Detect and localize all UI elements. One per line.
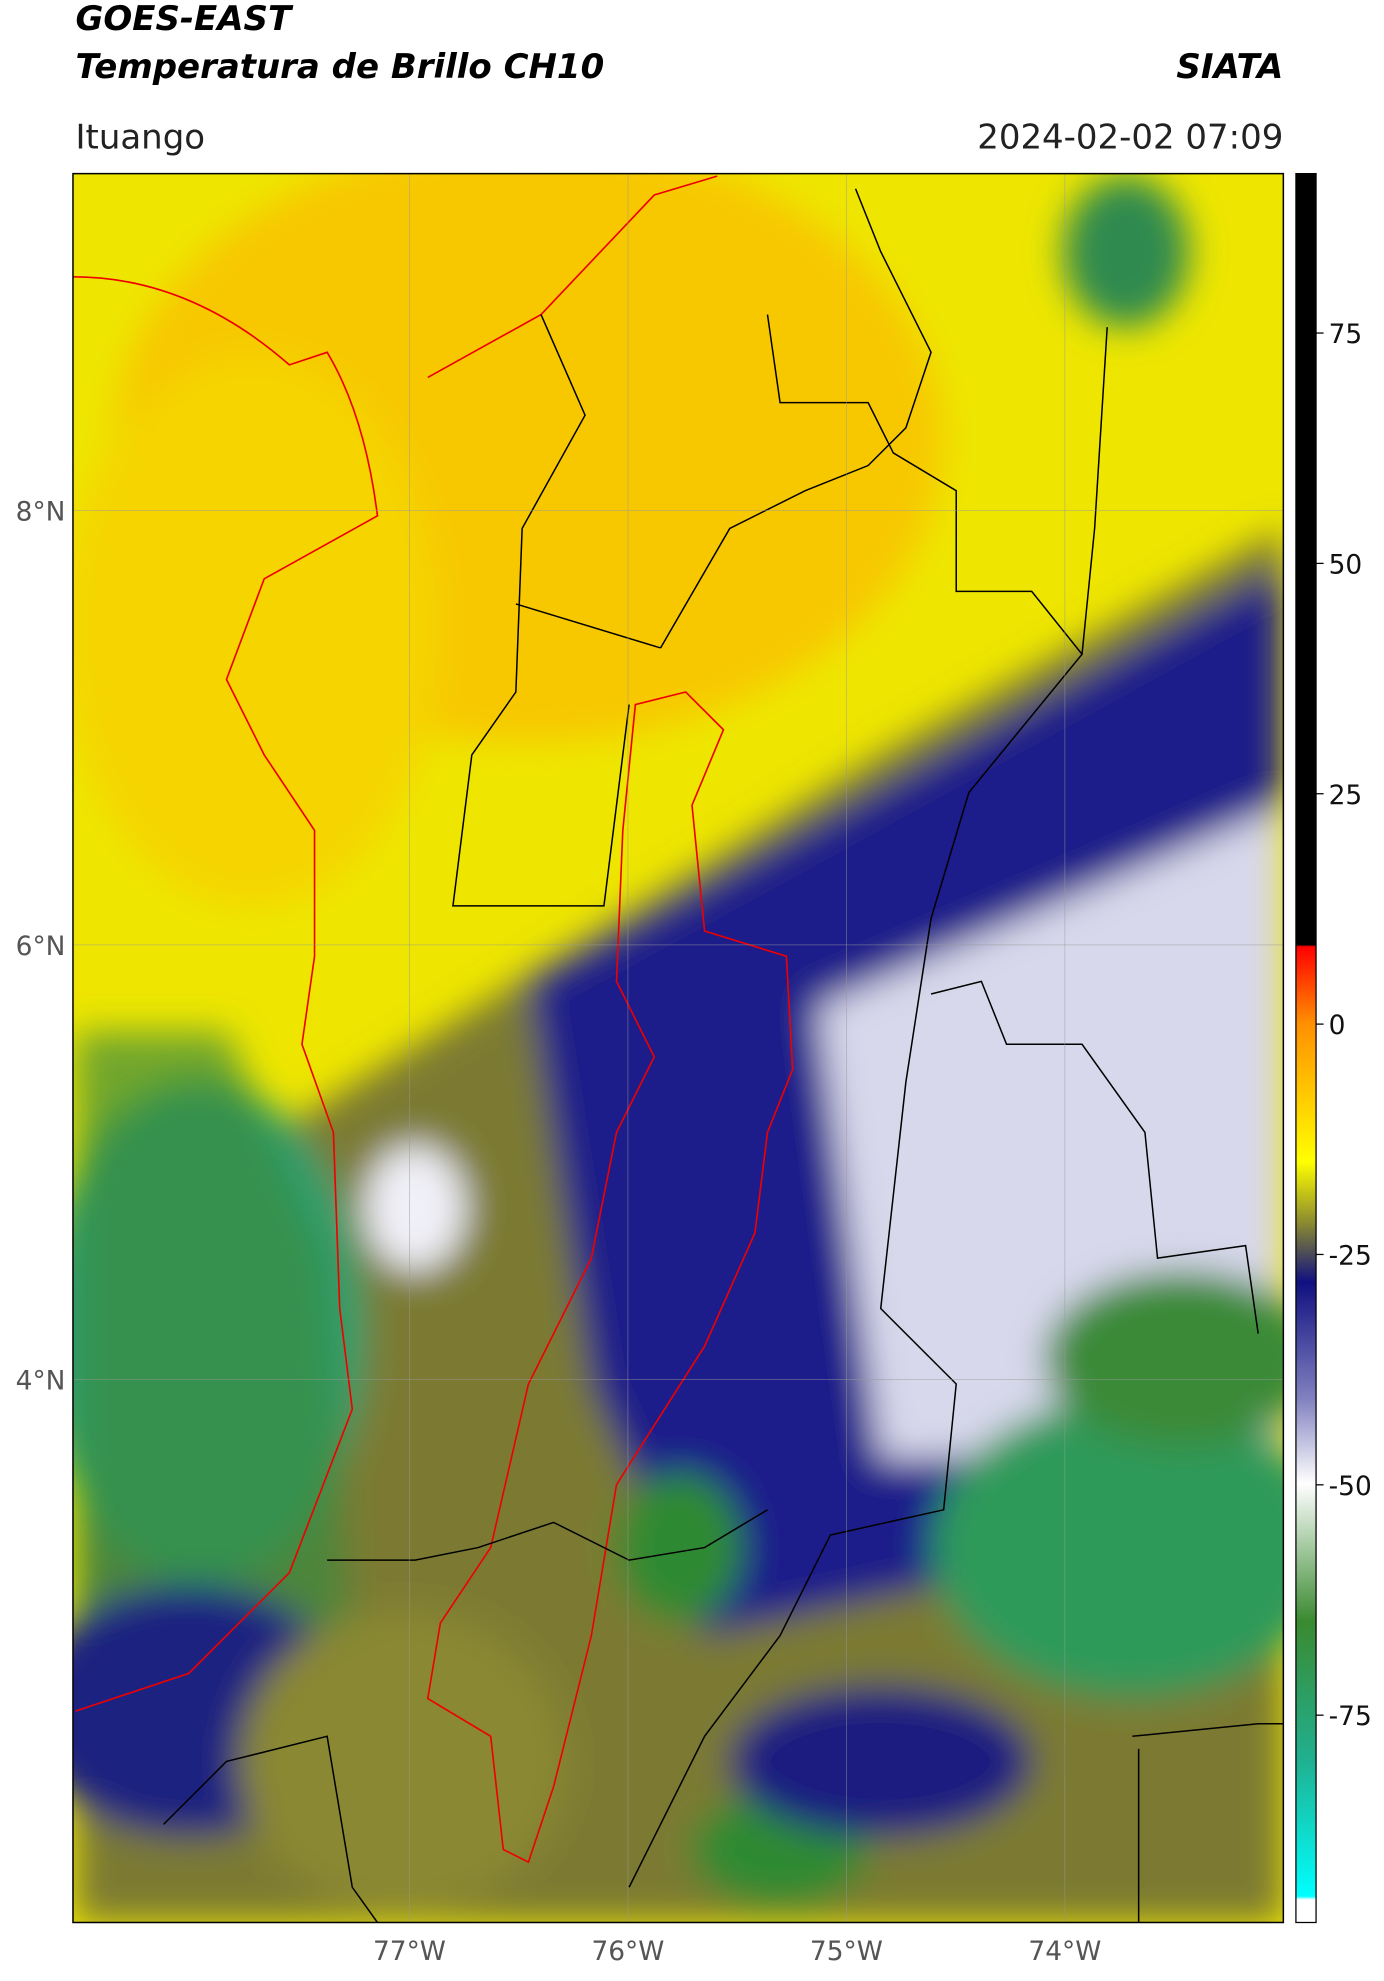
- colorbar-tick-label: 50: [1329, 549, 1363, 580]
- colorbar-tick-label: 25: [1329, 780, 1363, 811]
- subtitle: Temperatura de Brillo CH10: [75, 47, 604, 87]
- y-tick-label: 8°N: [16, 496, 66, 527]
- satellite-image: [72, 173, 1284, 1923]
- y-tick-label: 6°N: [16, 931, 66, 962]
- location: Ituango: [75, 117, 205, 157]
- title: GOES-EAST: [75, 0, 293, 39]
- x-tick-label: 74°W: [1028, 1936, 1101, 1967]
- colorbar-tick-label: 0: [1329, 1010, 1346, 1041]
- gridlines: [72, 173, 1284, 1923]
- colorbar-tick-label: -25: [1329, 1241, 1372, 1272]
- colorbar: [1295, 172, 1317, 1924]
- brand: SIATA: [1176, 47, 1283, 87]
- y-tick-label: 4°N: [16, 1365, 66, 1396]
- x-tick-label: 77°W: [373, 1936, 446, 1967]
- colorbar-tick-label: -50: [1329, 1471, 1372, 1502]
- colorbar-tick-label: 75: [1329, 319, 1363, 350]
- x-tick-label: 75°W: [810, 1936, 883, 1967]
- map-frame: [72, 172, 1285, 1924]
- colorbar-tick-label: -75: [1329, 1701, 1372, 1732]
- datetime: 2024-02-02 07:09: [977, 117, 1283, 157]
- ticks: 77°W 76°W 75°W 74°W 8°N 6°N 4°N 75 50 25 0 -25 -50 -7…: [16, 319, 1372, 1967]
- x-tick-label: 76°W: [591, 1936, 664, 1967]
